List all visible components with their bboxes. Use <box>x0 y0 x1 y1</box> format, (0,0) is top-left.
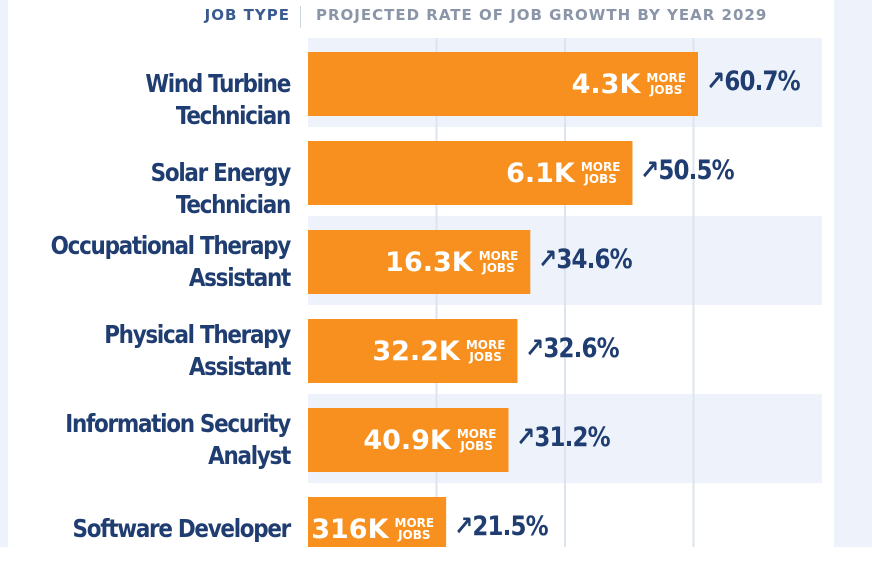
bar-sublabel: MORE JOBS <box>395 517 435 541</box>
bar-value: 6.1K <box>506 157 575 189</box>
bar-label: 40.9K MORE JOBS <box>308 408 496 472</box>
category-label: Wind Turbine Technician <box>41 68 291 132</box>
header-job-type: JOB TYPE <box>204 6 290 24</box>
category-label-line: Solar Energy Technician <box>150 158 292 219</box>
category-label-line: Analyst <box>208 441 291 470</box>
bar-label: 6.1K MORE JOBS <box>308 141 620 205</box>
left-frame <box>0 0 8 547</box>
bar-sublabel-line: JOBS <box>482 261 515 275</box>
bar-value: 40.9K <box>363 424 451 456</box>
bar-sublabel-line: MORE <box>465 338 506 352</box>
bar-sublabel-line: MORE <box>478 249 519 263</box>
category-label-line: Occupational Therapy <box>50 231 292 260</box>
bar <box>308 319 518 383</box>
bar-sublabel: MORE JOBS <box>466 339 506 363</box>
category-label: Occupational Therapy Assistant <box>41 230 292 294</box>
category-label-line: Wind Turbine Technician <box>145 69 291 130</box>
bar-sublabel: MORE JOBS <box>479 250 519 274</box>
growth-label: ↗34.6% <box>538 244 633 275</box>
bar-sublabel: MORE JOBS <box>581 161 621 185</box>
growth-label: ↗31.2% <box>516 422 611 453</box>
category-label: Software Developer <box>41 513 292 545</box>
bar-label: 4.3K MORE JOBS <box>308 52 686 116</box>
category-label-line: Assistant <box>188 263 291 292</box>
bar-sublabel: MORE JOBS <box>646 72 686 96</box>
category-label: Information Security Analyst <box>41 408 291 472</box>
bar-sublabel-line: MORE <box>394 516 435 530</box>
bar-label: 32.2K MORE JOBS <box>308 319 505 383</box>
bar-value: 4.3K <box>571 68 641 100</box>
header-growth-title: PROJECTED RATE OF JOB GROWTH BY YEAR 202… <box>316 6 768 24</box>
category-label: Solar Energy Technician <box>41 157 292 221</box>
bar-value: 32.2K <box>372 335 460 367</box>
bar-sublabel-line: MORE <box>580 160 621 174</box>
bar-sublabel-line: JOBS <box>460 439 493 453</box>
growth-label: ↗32.6% <box>525 333 620 364</box>
bar-sublabel-line: JOBS <box>584 172 617 186</box>
bar <box>308 230 531 294</box>
category-label-line: Physical Therapy <box>104 320 291 349</box>
bar-value: 16.3K <box>385 246 473 278</box>
bar-value: 316K <box>311 513 389 545</box>
category-label-line: Information Security <box>65 409 291 438</box>
bar-sublabel-line: JOBS <box>649 83 683 97</box>
bar-label: 16.3K MORE JOBS <box>308 230 518 294</box>
category-label-line: Software Developer <box>72 514 292 543</box>
bar <box>308 408 509 472</box>
bar-chart <box>308 38 822 547</box>
bar <box>308 141 633 205</box>
header-divider <box>300 6 301 28</box>
category-label-line: Assistant <box>188 352 291 381</box>
bar-label: 316K MORE JOBS <box>308 497 434 561</box>
growth-label: ↗21.5% <box>454 511 549 542</box>
category-label: Physical Therapy Assistant <box>41 319 291 383</box>
bar <box>308 497 447 547</box>
growth-label: ↗50.5% <box>640 155 735 186</box>
bar-sublabel-line: JOBS <box>469 350 502 364</box>
bar <box>308 52 698 116</box>
right-frame <box>834 0 872 547</box>
bar-sublabel-line: MORE <box>646 71 686 85</box>
growth-label: ↗60.7% <box>705 66 801 97</box>
bar-sublabel-line: JOBS <box>398 528 431 542</box>
bar-sublabel: MORE JOBS <box>457 428 497 452</box>
bar-sublabel-line: MORE <box>456 427 497 441</box>
